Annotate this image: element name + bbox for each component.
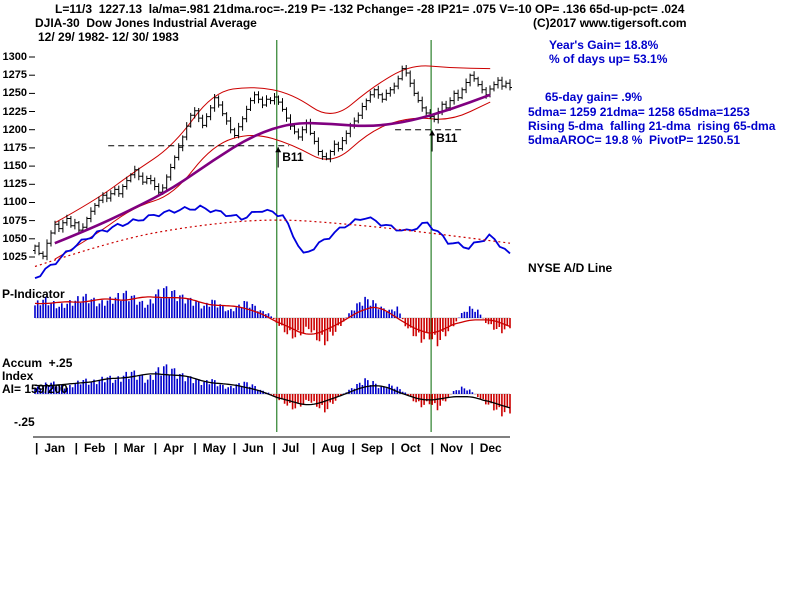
accum-label-line2: Index — [2, 369, 34, 383]
p-indicator-bars-negative — [273, 318, 511, 347]
month-name: Jan — [44, 441, 66, 455]
month-separator: | — [430, 441, 435, 455]
years-gain-label: Year's Gain= 18.8% — [549, 38, 659, 52]
aroc-pivot-label: 5dmaAROC= 19.8 % PivotP= 1250.51 — [528, 133, 741, 147]
month-axis: | Jan | Feb | Mar | Apr | May | Jun | Jul | Aug | Sep | Oct… — [35, 441, 510, 457]
status-line: L=11/3 1227.13 la/ma=.981 21dma.roc=-.21… — [55, 2, 685, 16]
month-separator: | — [272, 441, 276, 455]
date-range: 12/ 29/ 1982- 12/ 30/ 1983 — [38, 30, 179, 44]
month-separator: | — [312, 441, 316, 455]
month-separator: | — [351, 441, 355, 455]
y-axis-label: 1300 — [2, 51, 27, 63]
p-indicator-ma-line — [34, 296, 511, 335]
month-label: | May — [193, 441, 233, 457]
month-separator: | — [74, 441, 78, 455]
month-separator: | — [232, 441, 237, 455]
month-separator: | — [470, 441, 474, 455]
y-axis-label: 1125 — [3, 178, 27, 191]
month-label: | Aug — [312, 441, 352, 457]
month-name: May — [202, 441, 227, 455]
month-name: Oct — [400, 441, 421, 455]
buy-signal-label: B11 — [282, 149, 304, 164]
month-name: Dec — [479, 441, 502, 455]
accum-neg-scale: -.25 — [14, 415, 35, 429]
month-label: | Nov — [431, 441, 471, 457]
y-axis-label: 1250 — [2, 87, 27, 100]
pct-days-up-label: % of days up= 53.1% — [549, 52, 668, 66]
gain-65day-label: 65-day gain= .9% — [545, 90, 643, 104]
dma-values-label: 5dma= 1259 21dma= 1258 65dma=1253 — [528, 105, 750, 119]
month-label: | Oct — [391, 441, 431, 457]
y-axis-label: 1275 — [2, 69, 27, 82]
month-label: | Mar — [114, 441, 154, 457]
month-name: Aug — [321, 441, 345, 455]
nyse-ad-line — [34, 204, 511, 279]
lower-band-line — [54, 101, 491, 260]
month-separator: | — [193, 441, 197, 455]
accum-label-line1: Accum +.25 — [2, 356, 73, 370]
ad-line-label: NYSE A/D Line — [528, 261, 613, 275]
month-separator: | — [153, 441, 158, 455]
month-label: | Dec — [470, 441, 510, 457]
month-name: Apr — [163, 441, 184, 455]
accum-index-ma-line — [34, 373, 511, 409]
month-name: Mar — [123, 441, 145, 455]
month-name: Jun — [242, 441, 264, 455]
signal-arrowhead-icon — [429, 130, 436, 136]
y-axis-label: 1100 — [3, 196, 27, 209]
signal-arrowhead-icon — [275, 147, 282, 153]
month-label: | Jan — [35, 441, 75, 457]
p-indicator-label: P-Indicator — [2, 287, 65, 301]
dma-trends-label: Rising 5-dma falling 21-dma rising 65-dm… — [528, 119, 776, 133]
month-name: Feb — [83, 441, 106, 455]
symbol-title: DJIA-30 Dow Jones Industrial Average — [35, 16, 257, 30]
month-separator: | — [114, 441, 118, 455]
accum-ai-value: AI= 159/200 — [2, 382, 68, 396]
y-axis-label: 1025 — [2, 251, 27, 263]
ohlc-bars — [33, 65, 512, 261]
month-label: | Jun — [233, 441, 273, 457]
y-axis-label: 1175 — [3, 141, 27, 154]
upper-band-line — [54, 65, 491, 224]
y-axis-label: 1075 — [2, 214, 27, 227]
month-separator: | — [35, 441, 39, 455]
y-axis-label: 1150 — [3, 160, 27, 173]
buy-signal-label: B11 — [436, 131, 458, 146]
month-label: | Feb — [75, 441, 115, 457]
month-name: Sep — [360, 441, 383, 455]
copyright: (C)2017 www.tigersoft.com — [533, 16, 687, 30]
ma65-line — [54, 93, 491, 245]
month-label: | Sep — [352, 441, 392, 457]
month-separator: | — [391, 441, 395, 455]
y-axis-label: 1200 — [2, 123, 27, 136]
month-name: Jul — [281, 441, 300, 455]
month-name: Nov — [440, 441, 463, 455]
y-axis-label: 1225 — [2, 105, 27, 118]
month-label: | Jul — [272, 441, 312, 457]
y-axis-label: 1050 — [2, 232, 27, 245]
month-label: | Apr — [154, 441, 194, 457]
p-indicator-bars-positive — [34, 286, 482, 318]
